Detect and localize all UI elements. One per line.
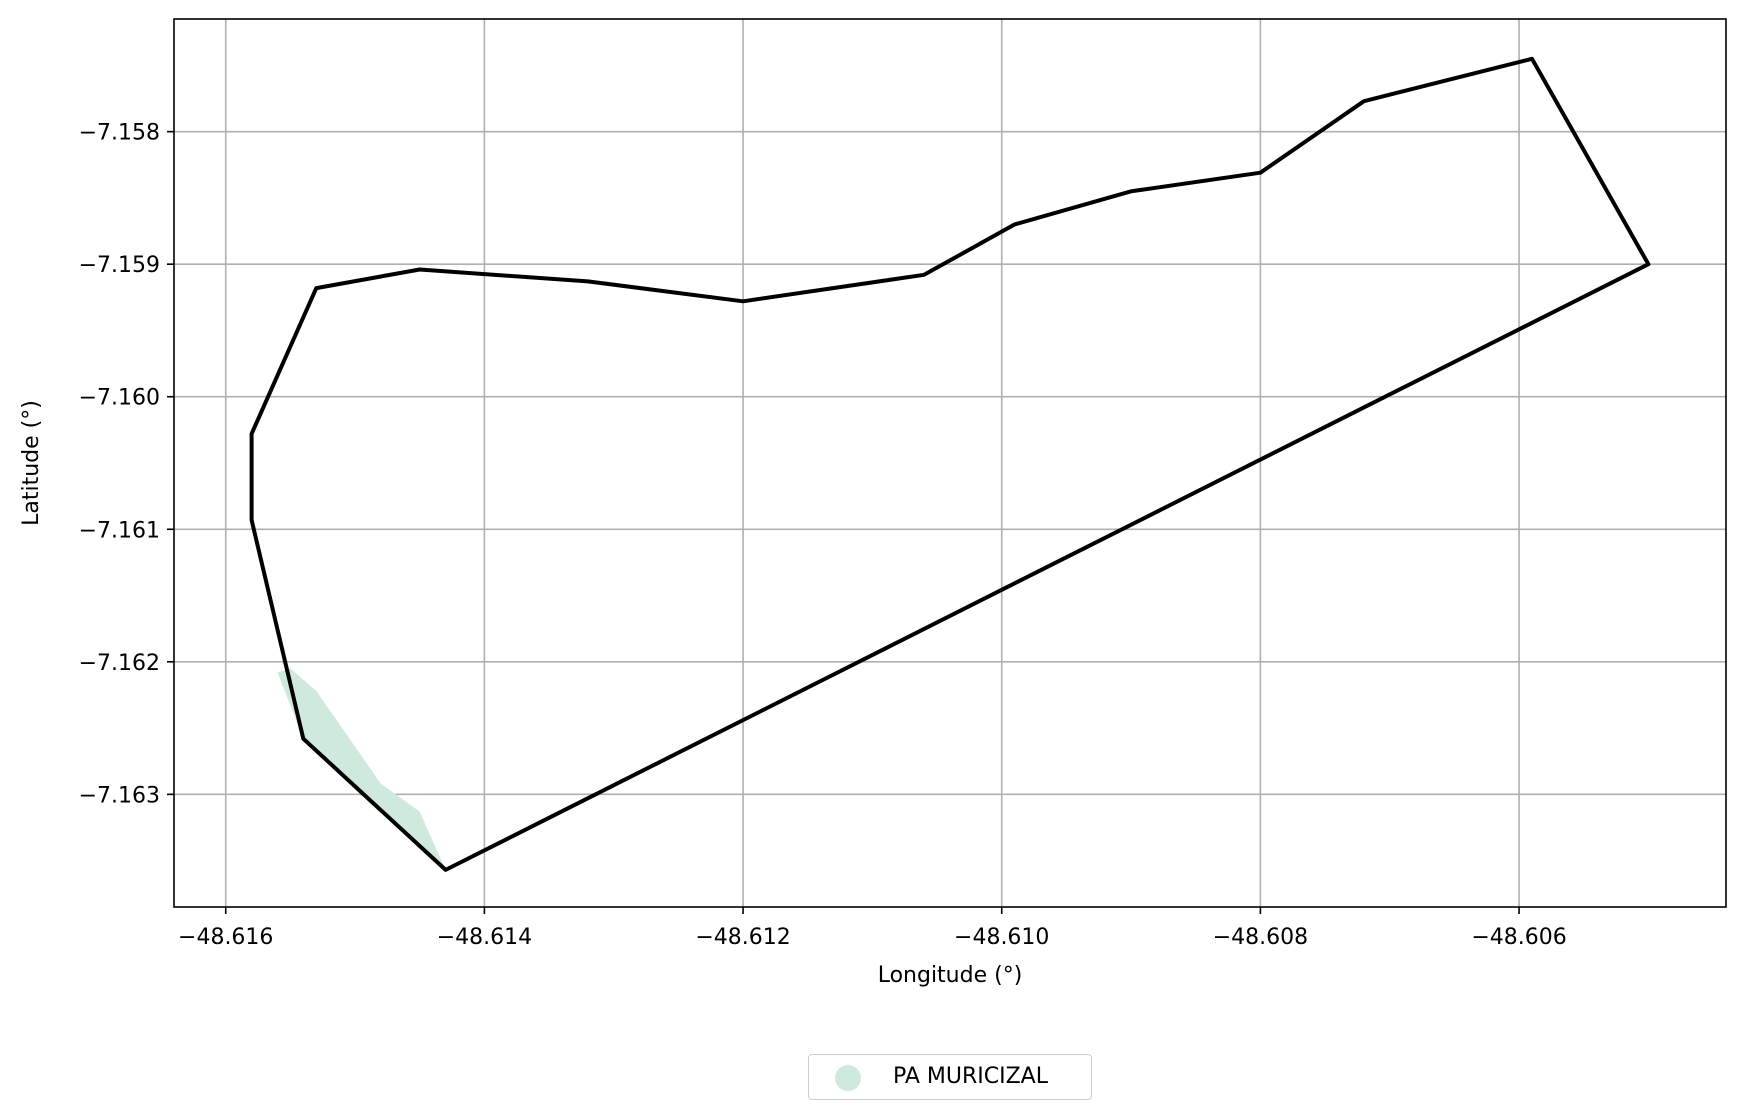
y-tick-label: −7.158 (79, 121, 160, 146)
x-tick-label: −48.606 (1471, 925, 1566, 950)
legend: PA MURICIZAL (808, 1054, 1092, 1100)
plot-frame (173, 18, 1727, 908)
boundary-outline (249, 56, 1651, 872)
x-tick-label: −48.610 (954, 925, 1049, 950)
y-axis-label: Latitude (°) (19, 400, 44, 526)
y-tick-label: −7.162 (79, 651, 160, 676)
x-tick-label: −48.608 (1213, 925, 1308, 950)
grid-lines (174, 19, 1726, 907)
x-tick-label: −48.612 (695, 925, 790, 950)
x-axis-ticks: −48.616 −48.614 −48.612 −48.610 −48.608 −48.6… (178, 907, 1567, 950)
area-polygon (277, 668, 446, 870)
y-axis-ticks: −7.158 −7.159 −7.160 −7.161 −7.162 −7.163 (79, 121, 174, 808)
y-tick-label: −7.161 (79, 518, 160, 543)
x-axis-label: Longitude (°) (878, 963, 1023, 988)
x-tick-label: −48.616 (178, 925, 273, 950)
y-tick-label: −7.159 (79, 253, 160, 278)
legend-marker (835, 1065, 861, 1091)
legend-label: PA MURICIZAL (893, 1064, 1048, 1089)
y-tick-label: −7.160 (79, 386, 160, 411)
y-tick-label: −7.163 (79, 783, 160, 808)
x-tick-label: −48.614 (437, 925, 532, 950)
